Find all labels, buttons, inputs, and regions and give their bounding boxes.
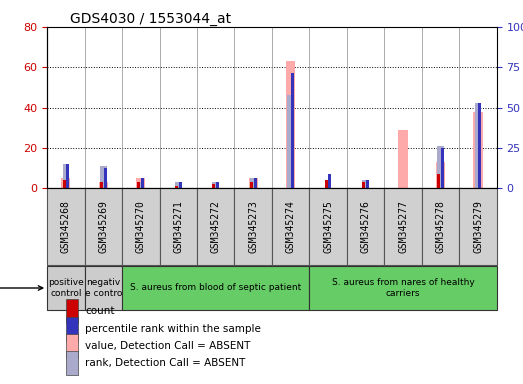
Bar	[441, 148, 444, 188]
Bar	[248, 178, 258, 188]
Text: count: count	[85, 306, 115, 316]
Bar	[66, 299, 78, 323]
Bar	[175, 186, 178, 188]
Bar	[399, 130, 408, 188]
Bar	[473, 112, 483, 188]
Bar	[362, 182, 366, 188]
Bar	[66, 351, 78, 375]
Text: percentile rank within the sample: percentile rank within the sample	[85, 324, 261, 334]
Text: GSM345271: GSM345271	[173, 200, 183, 253]
Bar	[63, 164, 69, 188]
Bar	[347, 188, 384, 265]
Text: negativ
e contro: negativ e contro	[85, 278, 122, 298]
Bar	[104, 168, 107, 188]
Bar	[66, 164, 69, 188]
Text: GSM345278: GSM345278	[436, 200, 446, 253]
Bar	[138, 182, 144, 188]
Bar	[475, 104, 481, 188]
Bar	[437, 174, 440, 188]
Text: rank, Detection Call = ABSENT: rank, Detection Call = ABSENT	[85, 358, 246, 368]
Bar	[286, 61, 295, 188]
Text: GSM345273: GSM345273	[248, 200, 258, 253]
Text: GSM345274: GSM345274	[286, 200, 295, 253]
Bar	[63, 180, 65, 188]
Bar	[250, 182, 253, 188]
Bar	[437, 146, 444, 188]
Bar	[175, 182, 181, 188]
Bar	[212, 182, 219, 188]
Bar	[160, 188, 197, 265]
Bar	[216, 182, 219, 188]
Bar	[138, 182, 141, 188]
Bar	[325, 180, 328, 188]
Text: GSM345276: GSM345276	[361, 200, 371, 253]
Text: value, Detection Call = ABSENT: value, Detection Call = ABSENT	[85, 341, 251, 351]
Bar	[366, 180, 369, 188]
Text: GSM345277: GSM345277	[398, 200, 408, 253]
Text: GSM345270: GSM345270	[136, 200, 146, 253]
Bar	[310, 266, 497, 310]
Bar	[122, 188, 160, 265]
Text: GSM345272: GSM345272	[211, 200, 221, 253]
Bar	[141, 178, 144, 188]
Bar	[100, 182, 103, 188]
Bar	[288, 95, 294, 188]
Bar	[85, 188, 122, 265]
Bar	[479, 104, 481, 188]
Bar	[254, 178, 256, 188]
Text: GSM345269: GSM345269	[98, 200, 108, 253]
Text: positive
control: positive control	[48, 278, 84, 298]
Text: S. aureus from nares of healthy
carriers: S. aureus from nares of healthy carriers	[332, 278, 474, 298]
Bar	[291, 73, 294, 188]
Text: GSM345268: GSM345268	[61, 200, 71, 253]
Text: GDS4030 / 1553044_at: GDS4030 / 1553044_at	[70, 12, 231, 26]
Text: GSM345275: GSM345275	[323, 200, 333, 253]
Bar	[362, 180, 369, 188]
Bar	[310, 188, 347, 265]
Bar	[384, 188, 422, 265]
Bar	[99, 182, 108, 188]
Bar	[178, 182, 181, 188]
Bar	[122, 266, 310, 310]
Text: S. aureus from blood of septic patient: S. aureus from blood of septic patient	[130, 283, 301, 293]
Bar	[66, 316, 78, 341]
Bar	[234, 188, 272, 265]
Bar	[272, 188, 310, 265]
Bar	[197, 188, 234, 265]
Text: GSM345279: GSM345279	[473, 200, 483, 253]
Bar	[436, 162, 445, 188]
Bar	[66, 334, 78, 358]
Bar	[250, 178, 256, 188]
Bar	[61, 178, 71, 188]
Bar	[328, 174, 332, 188]
Bar	[459, 188, 497, 265]
Bar	[100, 166, 107, 188]
Bar	[47, 188, 85, 265]
Bar	[85, 266, 122, 310]
Bar	[212, 184, 215, 188]
Text: infection: infection	[0, 283, 43, 293]
Bar	[422, 188, 459, 265]
Bar	[136, 178, 145, 188]
Bar	[47, 266, 85, 310]
